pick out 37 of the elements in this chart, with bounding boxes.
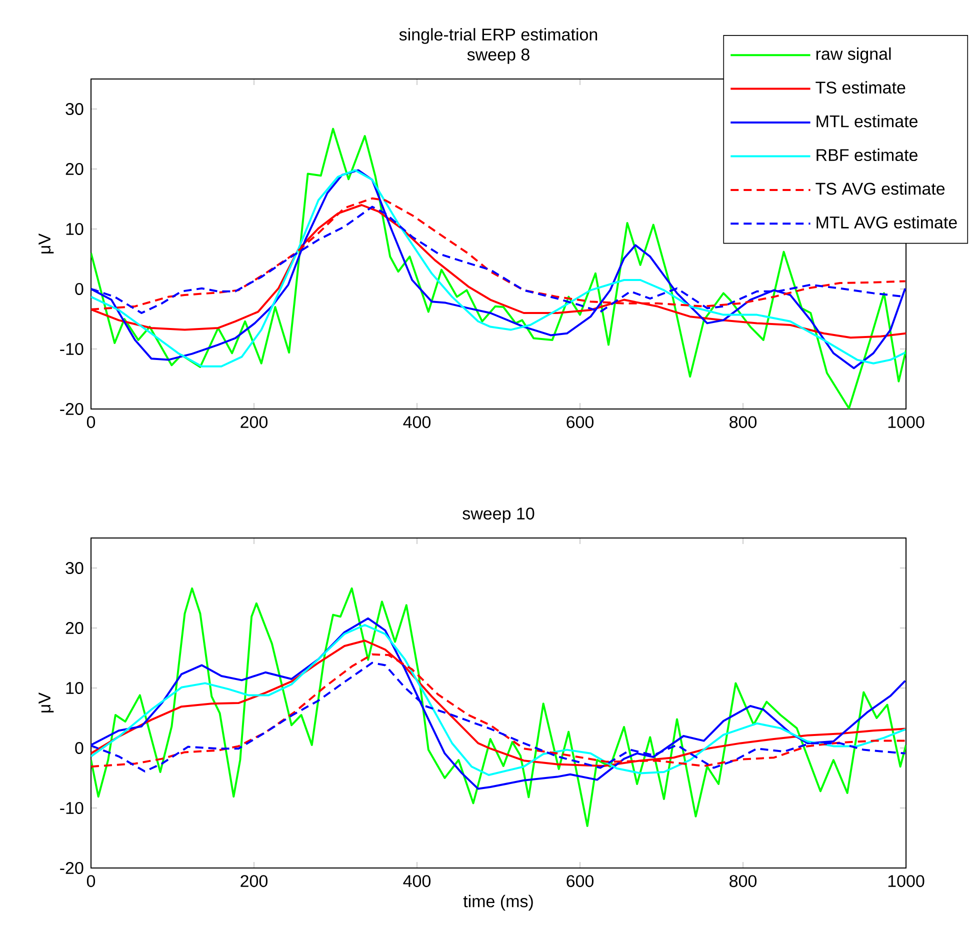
x-tick-label: 0 [86,875,96,888]
y-tick-label: 20 [66,162,84,176]
x-tick-label: 600 [566,416,594,428]
y-tick-label: -20 [60,402,84,415]
chart-subtitle: sweep 8 [467,48,530,64]
line-series [91,587,906,827]
x-tick-label: 0 [86,416,96,428]
y-tick-label: 30 [66,562,84,574]
x-tick-label: 400 [403,416,431,428]
y-tick-label: 20 [66,622,84,634]
y-axis-title: μV [38,234,54,254]
y-tick-label: -10 [60,802,84,814]
y-tick-label: 30 [66,102,84,116]
legend-label: RBF estimate [816,148,918,162]
legend-label: raw signal [816,47,891,64]
x-tick-label: 200 [240,416,268,428]
legend-label: MTL AVG estimate [816,216,957,228]
chart-title: sweep 10 [462,508,534,523]
legend-label: MTL estimate [816,114,918,128]
x-tick-label: 400 [403,875,431,888]
chart-title: single-trial ERP estimation [399,28,598,44]
x-tick-label: 800 [730,875,757,888]
y-tick-label: 0 [75,282,84,296]
y-tick-label: 0 [75,742,84,754]
x-tick-label: 800 [730,416,757,428]
y-axis-title: μV [38,692,54,712]
x-tick-label: 200 [240,875,268,888]
y-tick-label: -20 [60,862,84,874]
x-tick-label: 600 [566,875,594,888]
x-axis-title: time (ms) [463,894,533,911]
y-tick-label: 10 [66,682,84,694]
x-tick-label: 1000 [888,875,924,888]
x-tick-label: 1000 [888,416,924,428]
y-tick-label: -10 [60,342,84,356]
legend-label: TS estimate [816,81,906,94]
legend-label: TS AVG estimate [816,182,945,195]
y-tick-label: 10 [66,222,84,236]
